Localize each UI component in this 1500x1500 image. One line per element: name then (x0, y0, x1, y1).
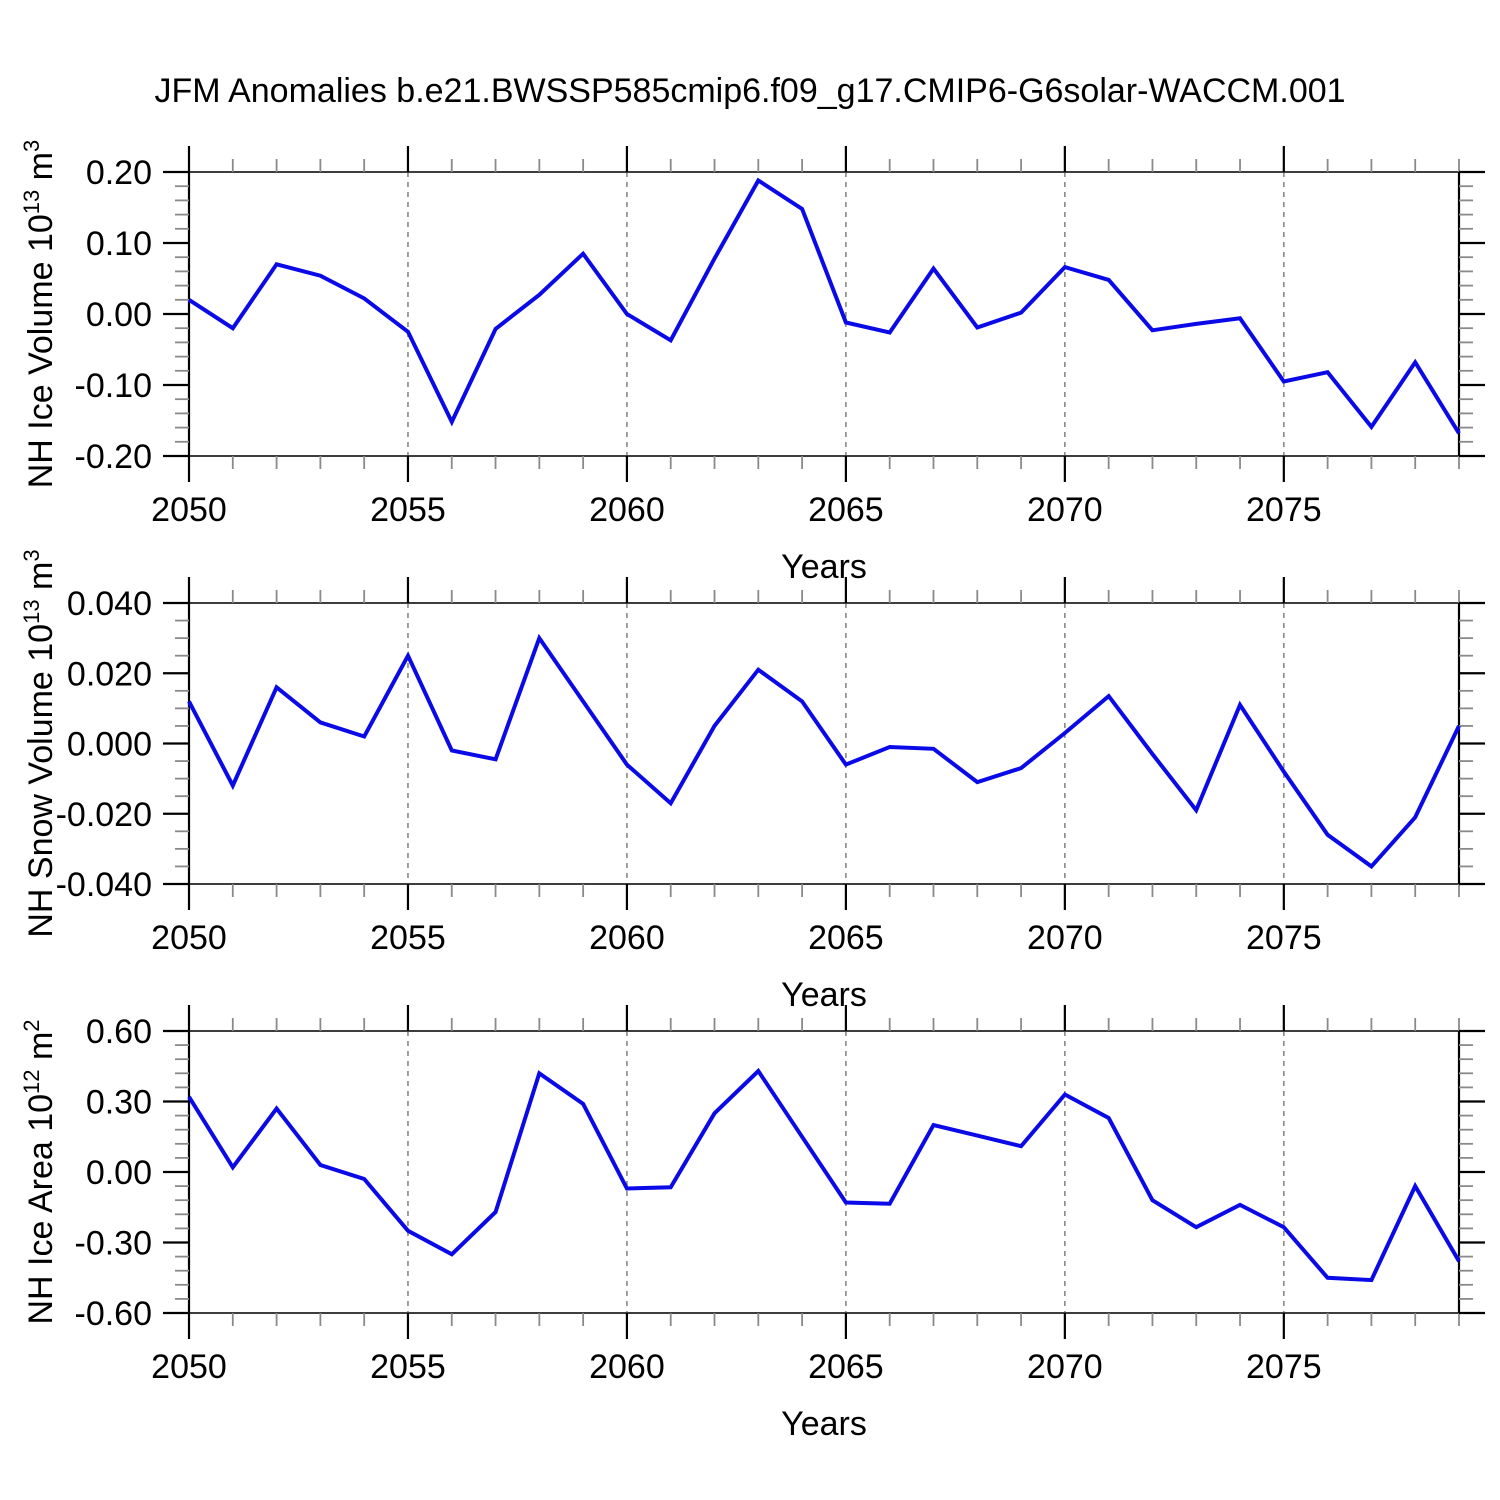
x-tick-label: 2050 (151, 919, 227, 957)
x-tick-label: 2075 (1246, 1348, 1322, 1386)
y-axis-title: NH Ice Area 1012 m2 (19, 1019, 60, 1324)
x-tick-label: 2050 (151, 1348, 227, 1386)
x-tick-label: 2065 (808, 919, 884, 957)
x-tick-label: 2065 (808, 491, 884, 529)
data-line-nh-snow-volume (187, 633, 1461, 870)
y-tick-label: 0.10 (86, 225, 152, 263)
subplot-nh-snow-volume: 2050 2055 2060 2065 2070 2075 -0.040 -0.020 0.00… (19, 549, 1485, 1014)
x-tick-label: 2060 (589, 1348, 665, 1386)
y-tick-label: -0.020 (56, 796, 152, 834)
y-tick-label: -0.30 (75, 1225, 153, 1263)
data-line-nh-ice-volume (187, 177, 1461, 435)
x-axis-title: Years (781, 976, 867, 1014)
subplot-nh-ice-volume: 2050 2055 2060 2065 2070 2075 -0.20 -0.10 0.00 0.… (19, 140, 1485, 586)
y-axis-title: NH Snow Volume 1013 m3 (19, 549, 60, 937)
y-tick-label: 0.60 (86, 1013, 152, 1051)
y-tick-label: 0.00 (86, 296, 152, 334)
x-tick-label: 2060 (589, 491, 665, 529)
y-axis-title: NH Ice Volume 1013 m3 (19, 140, 60, 489)
x-tick-label: 2050 (151, 491, 227, 529)
y-tick-label: -0.040 (56, 866, 152, 904)
x-axis-title: Years (781, 548, 867, 586)
x-axis-title: Years (781, 1405, 867, 1443)
y-tick-label: 0.30 (86, 1084, 152, 1122)
x-tick-label: 2055 (370, 1348, 446, 1386)
data-line-nh-ice-area (187, 1067, 1461, 1283)
x-tick-label: 2070 (1027, 1348, 1103, 1386)
x-tick-label: 2075 (1246, 491, 1322, 529)
x-tick-label: 2075 (1246, 919, 1322, 957)
y-tick-label: 0.20 (86, 154, 152, 192)
x-tick-label: 2055 (370, 919, 446, 957)
y-tick-label: 0.00 (86, 1154, 152, 1192)
x-tick-label: 2070 (1027, 919, 1103, 957)
y-tick-label: 0.020 (67, 655, 152, 693)
x-tick-label: 2070 (1027, 491, 1103, 529)
y-tick-label: -0.60 (75, 1295, 153, 1333)
figure-title: JFM Anomalies b.e21.BWSSP585cmip6.f09_g1… (154, 72, 1346, 110)
x-tick-label: 2055 (370, 491, 446, 529)
x-tick-label: 2060 (589, 919, 665, 957)
y-tick-label: -0.20 (75, 438, 153, 476)
y-tick-label: 0.040 (67, 585, 152, 623)
y-tick-label: 0.000 (67, 726, 152, 764)
subplot-nh-ice-area: 2050 2055 2060 2065 2070 2075 -0.60 -0.30 0.00 0.… (19, 1005, 1485, 1443)
y-tick-label: -0.10 (75, 367, 153, 405)
x-tick-label: 2065 (808, 1348, 884, 1386)
